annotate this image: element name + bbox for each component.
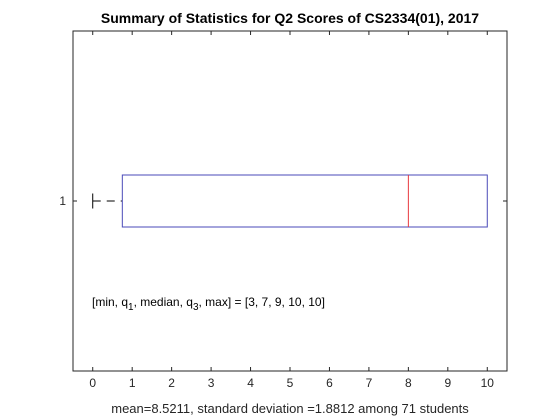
- x-tick-label-6: 6: [326, 376, 333, 390]
- stats-annotation: [min, q1, median, q3, max] = [3, 7, 9, 1…: [92, 295, 325, 313]
- x-axis-ticks: 0 1 2 3 4 5 6 7 8 9 10: [89, 31, 494, 390]
- x-tick-label-7: 7: [366, 376, 373, 390]
- x-tick-label-3: 3: [208, 376, 215, 390]
- annotation-middle: , median, q: [134, 295, 193, 309]
- annotation-subscript-3: 3: [193, 302, 199, 313]
- axes-frame: [72, 30, 508, 372]
- box-series: [92, 174, 488, 228]
- x-tick-label-5: 5: [287, 376, 294, 390]
- x-tick-label-10: 10: [481, 376, 495, 390]
- x-tick-label-8: 8: [405, 376, 412, 390]
- x-tick-label-4: 4: [247, 376, 254, 390]
- annotation-suffix: , max] = [3, 7, 9, 10, 10]: [199, 295, 325, 309]
- annotation-subscript-1: 1: [128, 302, 134, 313]
- x-axis-label: mean=8.5211, standard deviation =1.8812 …: [111, 401, 469, 416]
- x-tick-label-1: 1: [129, 376, 136, 390]
- x-tick-label-2: 2: [168, 376, 175, 390]
- x-tick-label-0: 0: [89, 376, 96, 390]
- annotation-prefix: [min, q: [92, 295, 128, 309]
- iqr-box: [121, 174, 488, 228]
- y-axis-ticks: 1: [59, 194, 507, 208]
- x-tick-label-9: 9: [444, 376, 451, 390]
- y-tick-label-0: 1: [59, 194, 66, 208]
- chart-title: Summary of Statistics for Q2 Scores of C…: [101, 10, 479, 26]
